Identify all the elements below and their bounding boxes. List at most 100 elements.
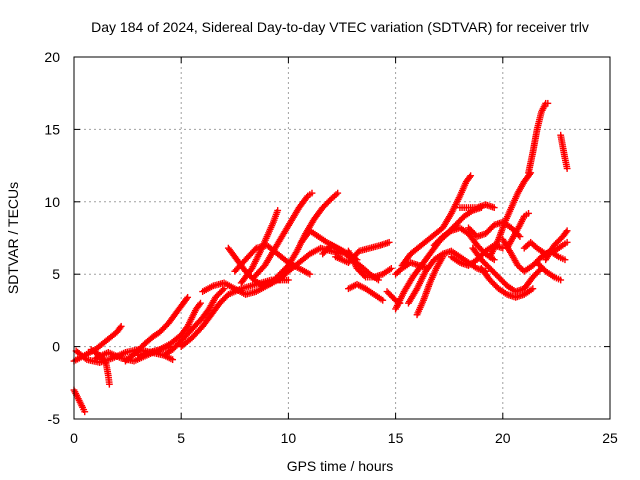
data-point	[334, 189, 342, 197]
data-point	[387, 265, 395, 272]
series-track-13	[237, 207, 282, 287]
data-point	[490, 204, 498, 211]
track-segment	[543, 243, 557, 262]
track-segment	[363, 286, 376, 297]
series-track-38	[533, 259, 565, 284]
track-segment	[157, 321, 171, 335]
track-segment	[430, 225, 445, 239]
data-point	[490, 256, 498, 264]
track-segment	[440, 211, 454, 230]
y-tick-label: 20	[44, 49, 60, 65]
track-segment	[243, 246, 259, 262]
y-tick-label: 10	[44, 194, 60, 210]
track-segment	[270, 209, 281, 224]
track-segment	[419, 251, 433, 268]
data-point	[563, 227, 571, 235]
track-segment	[346, 281, 359, 292]
series-track-01	[70, 386, 89, 416]
x-tick-label: 10	[281, 430, 297, 446]
track-segment	[232, 257, 248, 274]
data-point	[306, 270, 314, 278]
track-segment	[296, 194, 311, 210]
y-axis-label: SDTVAR / TECUs	[5, 182, 21, 294]
data-point	[308, 189, 316, 197]
track-segment	[393, 289, 407, 311]
track-segment	[257, 234, 270, 253]
track-segment	[525, 151, 536, 175]
track-segment	[414, 298, 427, 317]
data-point	[561, 256, 569, 264]
data-point	[525, 209, 532, 217]
track-segment	[508, 191, 521, 210]
track-segment	[505, 283, 518, 294]
data-point	[105, 380, 113, 388]
track-segment	[504, 234, 517, 250]
x-tick-label: 15	[388, 430, 404, 446]
track-segment	[462, 208, 475, 219]
track-segment	[308, 245, 323, 257]
y-tick-label: 5	[52, 266, 60, 282]
track-segment	[206, 295, 218, 311]
series-track-12	[231, 241, 314, 278]
series-track-39	[542, 227, 571, 264]
ticks	[73, 56, 611, 420]
grid	[74, 57, 610, 419]
series-track-17	[319, 241, 382, 284]
data-point	[197, 299, 204, 307]
track-segment	[189, 324, 205, 340]
track-segment	[357, 245, 372, 254]
chart-title: Day 184 of 2024, Sidereal Day-to-day VTE…	[91, 19, 589, 35]
track-segment	[355, 281, 368, 292]
data-point	[220, 285, 228, 293]
series-track-08	[160, 285, 228, 359]
series-track-37	[525, 99, 552, 177]
track-segment	[185, 315, 195, 328]
track-segment	[508, 252, 521, 268]
track-segment	[381, 266, 393, 277]
track-segment	[75, 397, 86, 410]
track-segment	[495, 220, 508, 242]
track-segment	[74, 348, 89, 362]
track-segment	[557, 133, 566, 149]
x-tick-label: 5	[177, 430, 185, 446]
track-segment	[71, 388, 81, 401]
series-track-19	[345, 247, 395, 281]
y-tick-label: -5	[48, 411, 61, 427]
track-segment	[193, 301, 203, 311]
series-track-31	[469, 244, 545, 295]
track-segment	[553, 274, 562, 283]
data-point	[529, 285, 537, 293]
track-segment	[279, 220, 293, 239]
series-track-40	[557, 131, 571, 172]
series-track-32	[477, 265, 537, 301]
y-tick-label: 0	[52, 339, 60, 355]
track-segment	[179, 335, 194, 349]
series-track-33	[486, 169, 535, 261]
series-track-35	[503, 209, 532, 252]
track-segment	[427, 266, 439, 285]
track-segment	[249, 249, 264, 271]
track-segment	[372, 292, 385, 303]
track-segment	[288, 205, 302, 224]
data-point	[184, 293, 192, 301]
series-track-25	[405, 247, 490, 307]
track-segment	[517, 214, 527, 227]
data-point	[544, 99, 552, 107]
track-segment	[496, 275, 510, 288]
track-segment	[308, 228, 321, 239]
track-segment	[170, 338, 184, 352]
series-track-29	[456, 201, 498, 211]
data-point	[439, 253, 447, 261]
data-point	[285, 276, 292, 284]
x-tick-label: 20	[495, 430, 511, 446]
track-segment	[106, 349, 123, 361]
x-axis-label: GPS time / hours	[287, 458, 394, 474]
track-segment	[297, 265, 312, 277]
track-segment	[93, 349, 110, 361]
plot-frame	[73, 56, 611, 420]
series-track-14	[250, 189, 316, 281]
track-segment	[419, 234, 434, 248]
track-segment	[262, 249, 276, 268]
data-point	[81, 408, 89, 416]
